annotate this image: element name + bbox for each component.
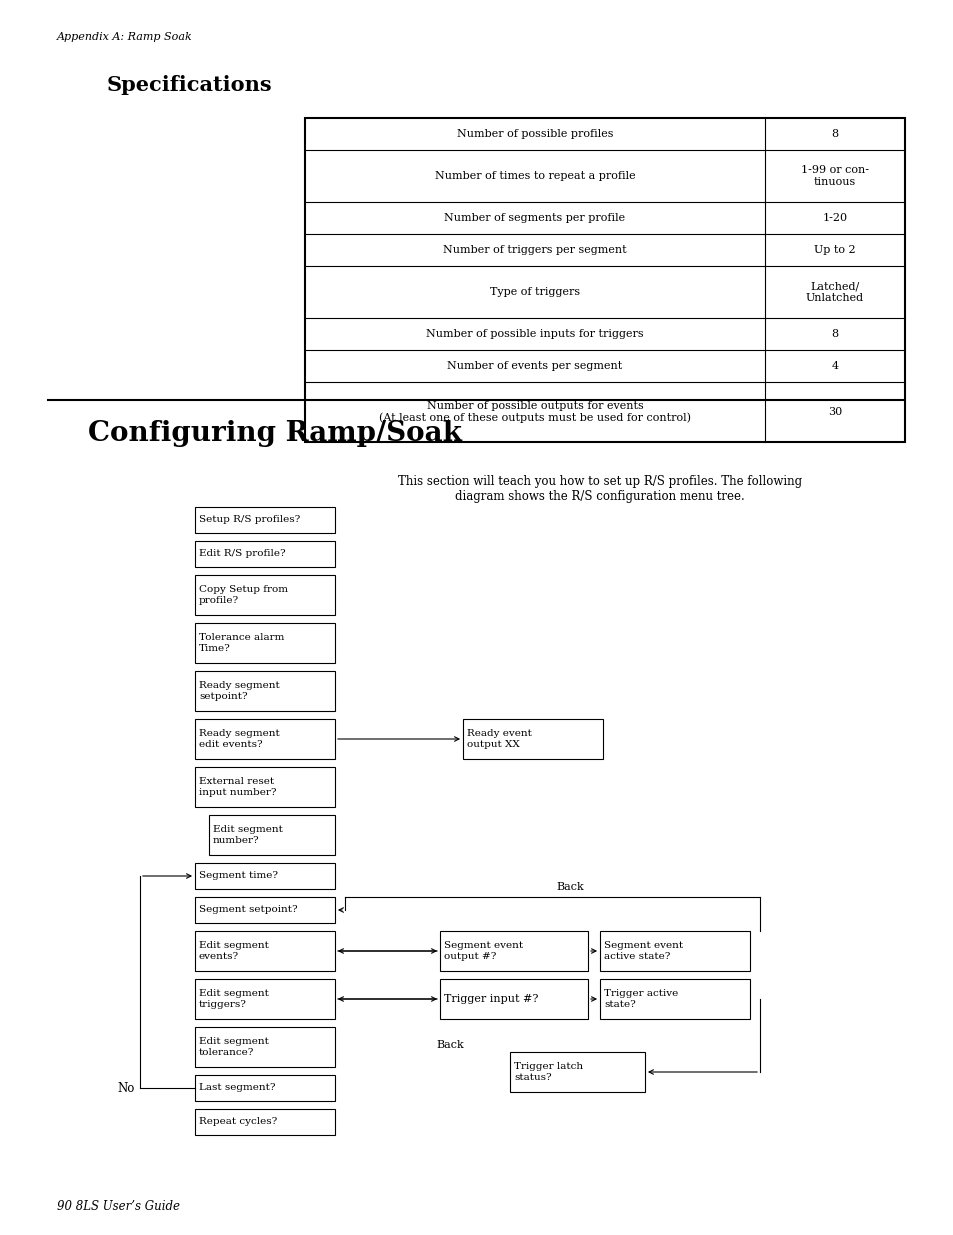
Text: No: No xyxy=(117,1082,135,1094)
Bar xyxy=(194,767,335,806)
Bar xyxy=(510,1052,644,1092)
Text: Specifications: Specifications xyxy=(107,75,273,95)
Text: Number of times to repeat a profile: Number of times to repeat a profile xyxy=(435,170,635,182)
Text: Tolerance alarm
Time?: Tolerance alarm Time? xyxy=(199,634,284,653)
Bar xyxy=(194,979,335,1019)
Text: Segment setpoint?: Segment setpoint? xyxy=(199,905,297,914)
Text: Type of triggers: Type of triggers xyxy=(490,287,579,296)
Text: 8: 8 xyxy=(831,128,838,140)
Text: Number of triggers per segment: Number of triggers per segment xyxy=(443,245,626,254)
Text: Back: Back xyxy=(436,1040,463,1050)
Bar xyxy=(599,979,749,1019)
Text: Copy Setup from
profile?: Copy Setup from profile? xyxy=(199,585,288,605)
Bar xyxy=(194,671,335,711)
Text: Number of possible outputs for events
(At least one of these outputs must be use: Number of possible outputs for events (A… xyxy=(378,401,690,424)
Text: 1-20: 1-20 xyxy=(821,212,846,224)
Text: Edit R/S profile?: Edit R/S profile? xyxy=(199,550,285,558)
Bar xyxy=(194,1028,335,1067)
Text: This section will teach you how to set up R/S profiles. The following
diagram sh: This section will teach you how to set u… xyxy=(397,475,801,503)
Text: Appendix A: Ramp Soak: Appendix A: Ramp Soak xyxy=(57,32,193,42)
Text: Up to 2: Up to 2 xyxy=(813,245,855,254)
Bar xyxy=(599,931,749,971)
Text: Setup R/S profiles?: Setup R/S profiles? xyxy=(199,515,300,525)
Text: Ready event
output XX: Ready event output XX xyxy=(467,730,532,748)
Text: External reset
input number?: External reset input number? xyxy=(199,777,276,797)
Text: Back: Back xyxy=(556,882,583,892)
Bar xyxy=(194,508,335,534)
Text: Edit segment
events?: Edit segment events? xyxy=(199,941,269,961)
Text: 1-99 or con-
tinuous: 1-99 or con- tinuous xyxy=(801,165,868,186)
Bar xyxy=(194,897,335,923)
Text: Number of possible inputs for triggers: Number of possible inputs for triggers xyxy=(426,329,643,338)
Bar xyxy=(439,979,587,1019)
Text: Segment time?: Segment time? xyxy=(199,872,277,881)
Text: Trigger active
state?: Trigger active state? xyxy=(603,989,678,1009)
Text: Latched/
Unlatched: Latched/ Unlatched xyxy=(805,282,863,303)
Text: Last segment?: Last segment? xyxy=(199,1083,275,1093)
Bar xyxy=(462,719,602,760)
Text: Segment event
active state?: Segment event active state? xyxy=(603,941,682,961)
Text: Edit segment
tolerance?: Edit segment tolerance? xyxy=(199,1037,269,1057)
Text: 30: 30 xyxy=(827,408,841,417)
Bar xyxy=(194,622,335,663)
Bar xyxy=(194,541,335,567)
Bar xyxy=(194,1109,335,1135)
Text: Trigger input #?: Trigger input #? xyxy=(443,994,537,1004)
Bar xyxy=(194,1074,335,1100)
Text: 8: 8 xyxy=(831,329,838,338)
Text: 4: 4 xyxy=(831,361,838,370)
Text: Edit segment
number?: Edit segment number? xyxy=(213,825,283,845)
Bar xyxy=(439,931,587,971)
Text: Number of segments per profile: Number of segments per profile xyxy=(444,212,625,224)
Bar xyxy=(194,863,335,889)
Text: Trigger latch
status?: Trigger latch status? xyxy=(514,1062,582,1082)
Text: Number of possible profiles: Number of possible profiles xyxy=(456,128,613,140)
Bar xyxy=(194,576,335,615)
Text: Repeat cycles?: Repeat cycles? xyxy=(199,1118,277,1126)
Bar xyxy=(194,931,335,971)
Text: Ready segment
setpoint?: Ready segment setpoint? xyxy=(199,682,279,700)
Text: Number of events per segment: Number of events per segment xyxy=(447,361,622,370)
Bar xyxy=(305,119,904,442)
Text: Edit segment
triggers?: Edit segment triggers? xyxy=(199,989,269,1009)
Text: Configuring Ramp/Soak: Configuring Ramp/Soak xyxy=(88,420,461,447)
Text: Ready segment
edit events?: Ready segment edit events? xyxy=(199,730,279,748)
Bar xyxy=(194,719,335,760)
Text: Segment event
output #?: Segment event output #? xyxy=(443,941,522,961)
Text: 90 8LS User’s Guide: 90 8LS User’s Guide xyxy=(57,1200,180,1213)
Bar xyxy=(209,815,335,855)
